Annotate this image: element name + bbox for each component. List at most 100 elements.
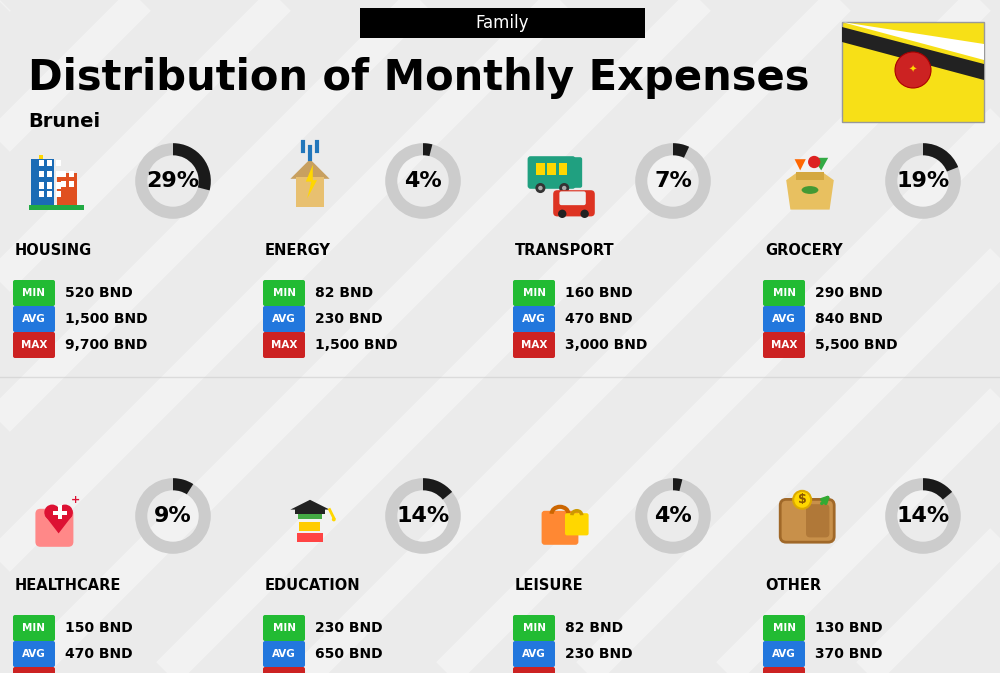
FancyBboxPatch shape: [547, 164, 556, 174]
Text: MAX: MAX: [21, 340, 47, 350]
Circle shape: [57, 505, 73, 520]
Text: HEALTHCARE: HEALTHCARE: [15, 579, 121, 594]
Text: 230 BND: 230 BND: [315, 312, 383, 326]
Circle shape: [558, 209, 566, 218]
FancyBboxPatch shape: [56, 171, 61, 178]
FancyBboxPatch shape: [56, 182, 61, 188]
FancyBboxPatch shape: [553, 190, 595, 217]
Text: AVG: AVG: [522, 314, 546, 324]
FancyBboxPatch shape: [570, 157, 582, 188]
Text: AVG: AVG: [772, 649, 796, 659]
Text: 150 BND: 150 BND: [65, 621, 133, 635]
Text: 4%: 4%: [654, 506, 692, 526]
FancyBboxPatch shape: [13, 306, 55, 332]
Text: AVG: AVG: [272, 649, 296, 659]
Text: 160 BND: 160 BND: [565, 286, 633, 300]
FancyBboxPatch shape: [763, 332, 805, 358]
Wedge shape: [673, 479, 682, 491]
Polygon shape: [290, 160, 330, 179]
Text: MIN: MIN: [272, 623, 296, 633]
Text: MIN: MIN: [773, 623, 796, 633]
FancyBboxPatch shape: [29, 205, 84, 209]
Text: 840 BND: 840 BND: [815, 312, 883, 326]
FancyBboxPatch shape: [263, 332, 305, 358]
Wedge shape: [885, 479, 961, 554]
Text: 7%: 7%: [654, 171, 692, 191]
Text: 1,500 BND: 1,500 BND: [315, 338, 398, 352]
FancyBboxPatch shape: [296, 178, 324, 207]
Circle shape: [580, 209, 589, 218]
FancyBboxPatch shape: [69, 171, 74, 178]
Polygon shape: [813, 157, 828, 170]
Wedge shape: [423, 479, 452, 499]
Text: MIN: MIN: [22, 288, 45, 298]
Text: 9%: 9%: [154, 506, 192, 526]
FancyBboxPatch shape: [513, 332, 555, 358]
Circle shape: [559, 183, 569, 193]
Polygon shape: [290, 500, 330, 509]
FancyBboxPatch shape: [58, 505, 62, 520]
FancyBboxPatch shape: [295, 508, 325, 513]
FancyBboxPatch shape: [35, 509, 73, 546]
Circle shape: [793, 491, 811, 509]
Text: 19%: 19%: [896, 171, 950, 191]
Polygon shape: [842, 22, 984, 60]
Text: 370 BND: 370 BND: [815, 647, 883, 661]
Text: MAX: MAX: [271, 340, 297, 350]
FancyBboxPatch shape: [763, 280, 805, 306]
FancyBboxPatch shape: [780, 499, 834, 542]
FancyBboxPatch shape: [763, 667, 805, 673]
Text: 29%: 29%: [146, 171, 200, 191]
Text: 650 BND: 650 BND: [315, 647, 383, 661]
Wedge shape: [173, 143, 211, 190]
FancyBboxPatch shape: [565, 513, 589, 536]
Text: ENERGY: ENERGY: [265, 244, 331, 258]
FancyBboxPatch shape: [47, 171, 52, 178]
Wedge shape: [385, 479, 461, 554]
FancyBboxPatch shape: [263, 615, 305, 641]
FancyBboxPatch shape: [806, 504, 829, 538]
Wedge shape: [885, 143, 961, 219]
FancyBboxPatch shape: [842, 22, 984, 122]
Circle shape: [808, 156, 820, 168]
Text: 82 BND: 82 BND: [565, 621, 623, 635]
Text: AVG: AVG: [22, 314, 46, 324]
Text: 5,500 BND: 5,500 BND: [815, 338, 898, 352]
Circle shape: [895, 52, 931, 88]
Polygon shape: [842, 27, 984, 80]
Text: HOUSING: HOUSING: [15, 244, 92, 258]
Text: EDUCATION: EDUCATION: [265, 579, 361, 594]
Circle shape: [332, 518, 336, 522]
FancyBboxPatch shape: [56, 191, 61, 197]
FancyBboxPatch shape: [53, 511, 67, 516]
Wedge shape: [635, 479, 711, 554]
FancyBboxPatch shape: [13, 667, 55, 673]
Text: MAX: MAX: [771, 340, 797, 350]
Text: MIN: MIN: [22, 623, 45, 633]
Ellipse shape: [802, 186, 818, 194]
Text: Family: Family: [476, 14, 529, 32]
Text: 130 BND: 130 BND: [815, 621, 883, 635]
Text: LEISURE: LEISURE: [515, 579, 584, 594]
Text: MIN: MIN: [272, 288, 296, 298]
Circle shape: [535, 183, 545, 193]
FancyBboxPatch shape: [13, 641, 55, 667]
Wedge shape: [135, 479, 211, 554]
Wedge shape: [923, 143, 958, 172]
Text: MIN: MIN: [523, 623, 546, 633]
Polygon shape: [786, 173, 834, 209]
FancyBboxPatch shape: [513, 280, 555, 306]
FancyBboxPatch shape: [559, 191, 586, 205]
Polygon shape: [306, 165, 317, 199]
FancyBboxPatch shape: [360, 8, 645, 38]
FancyBboxPatch shape: [763, 641, 805, 667]
FancyBboxPatch shape: [536, 164, 545, 174]
Circle shape: [562, 186, 566, 190]
FancyBboxPatch shape: [31, 160, 54, 207]
FancyBboxPatch shape: [39, 182, 44, 188]
Wedge shape: [135, 143, 211, 219]
FancyBboxPatch shape: [47, 191, 52, 197]
FancyBboxPatch shape: [61, 171, 66, 178]
Wedge shape: [673, 143, 689, 157]
FancyBboxPatch shape: [263, 280, 305, 306]
